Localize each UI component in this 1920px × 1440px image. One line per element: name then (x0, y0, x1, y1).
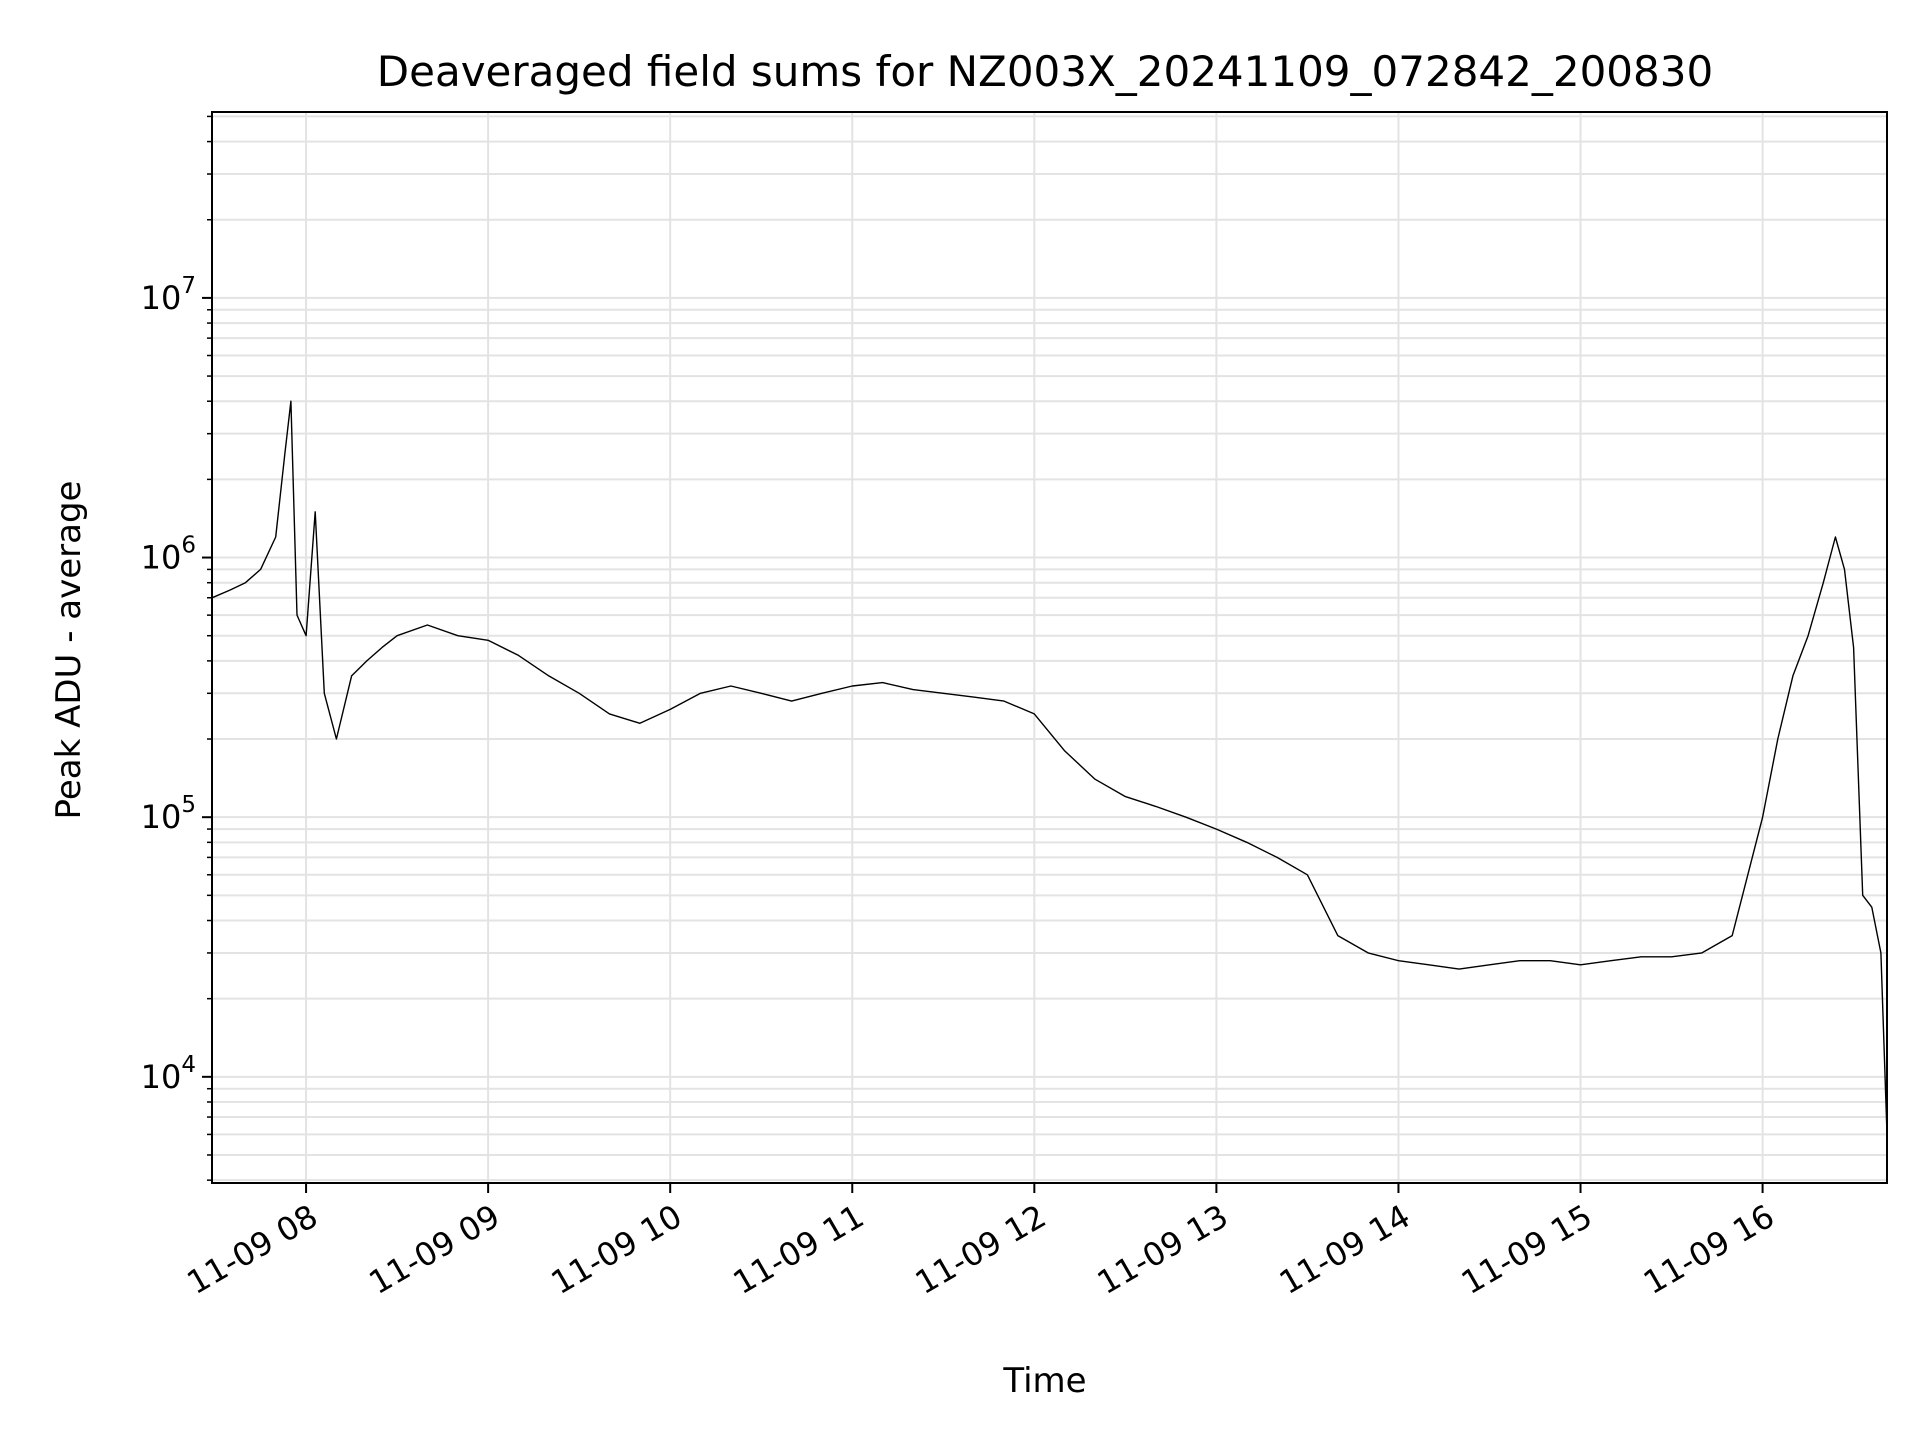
y-tick-label: 105 (141, 792, 196, 836)
y-tick-label: 107 (141, 273, 196, 317)
y-tick-label: 104 (141, 1052, 196, 1096)
plot-frame (211, 111, 1888, 1184)
data-layer (211, 400, 1888, 1135)
chart-title: Deaveraged field sums for NZ003X_2024110… (377, 47, 1713, 96)
grid-layer (212, 112, 1887, 1183)
y-axis-title: Peak ADU - average (49, 481, 89, 820)
y-tick-label: 106 (141, 533, 196, 577)
x-axis-title: Time (1002, 1361, 1086, 1401)
series-line (211, 400, 1888, 1135)
